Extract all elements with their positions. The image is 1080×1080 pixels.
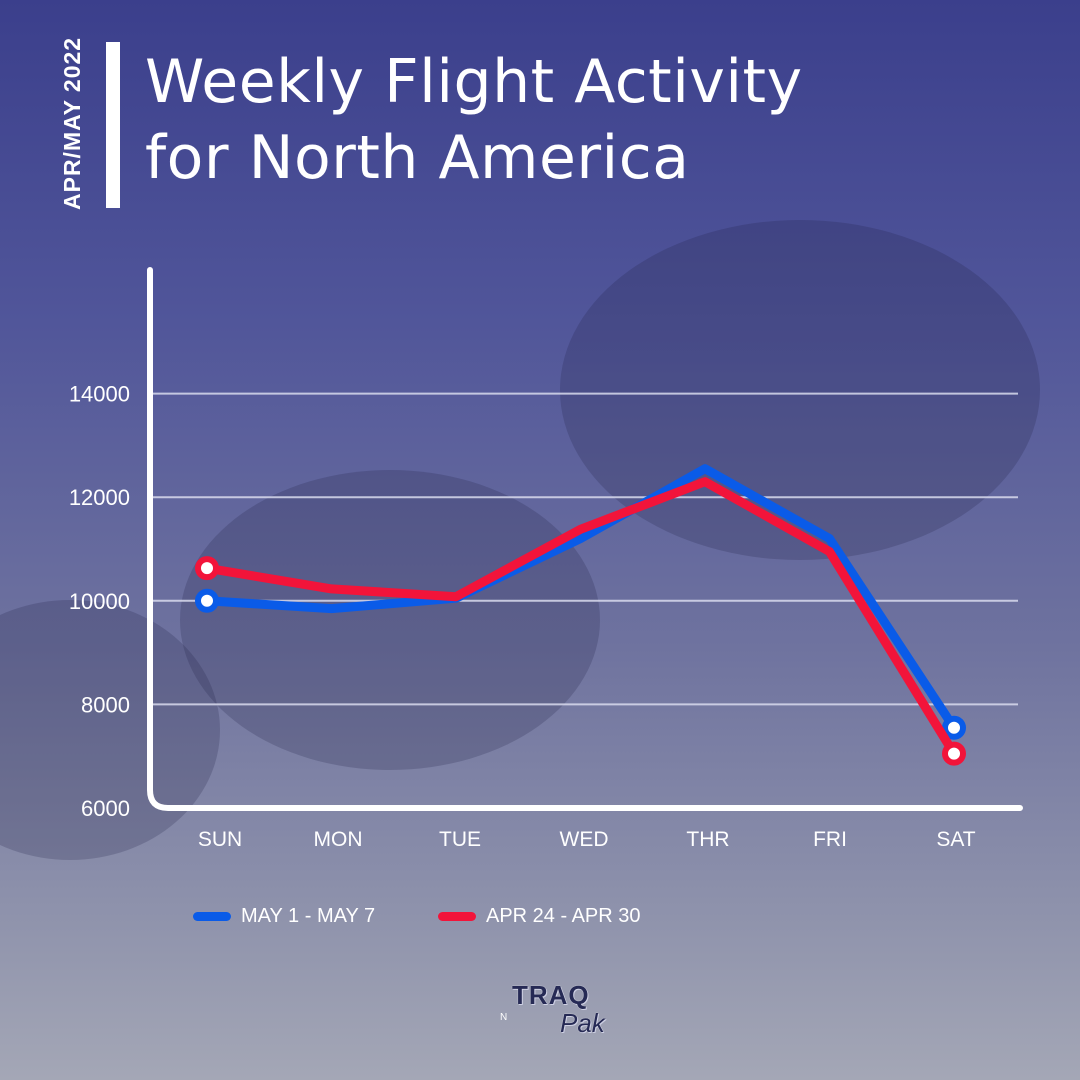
title-line-1: Weekly Flight Activity (145, 47, 803, 117)
x-tick-label: MON (314, 828, 363, 851)
traqpak-logo: TRAQ N Pak (492, 980, 622, 1040)
logo-text-traq: TRAQ (512, 980, 590, 1010)
legend-label-may: MAY 1 - MAY 7 (241, 904, 376, 927)
legend-label-apr: APR 24 - APR 30 (486, 904, 641, 927)
y-tick-label: 12000 (69, 485, 130, 510)
y-tick-label: 8000 (81, 692, 130, 717)
y-tick-label: 6000 (81, 796, 130, 821)
background-photo-shape (180, 470, 600, 770)
data-point (942, 715, 966, 740)
y-tick-label: 10000 (69, 589, 130, 614)
chart-axis (147, 267, 1023, 811)
x-tick-label: WED (560, 828, 609, 851)
series-line-may (202, 464, 959, 733)
y-tick-label: 14000 (69, 382, 130, 407)
x-tick-label: SAT (936, 828, 975, 851)
title-accent-bar (106, 42, 120, 208)
series-line-apr (202, 477, 959, 759)
data-point (195, 588, 219, 613)
legend-item-may: MAY 1 - MAY 7 (193, 900, 375, 932)
logo-text-pak: Pak (560, 1008, 605, 1038)
x-tick-label: FRI (813, 828, 847, 851)
x-tick-label: TUE (439, 828, 481, 851)
x-tick-label: THR (686, 828, 729, 851)
x-tick-label: SUN (198, 828, 242, 851)
legend-swatch-may (193, 911, 231, 921)
title-line-2: for North America (145, 123, 690, 193)
page-title: Weekly Flight Activity for North America (145, 44, 1045, 196)
legend-swatch-apr (438, 911, 476, 921)
data-point (195, 556, 219, 581)
legend-item-apr: APR 24 - APR 30 (438, 900, 641, 932)
data-point (942, 741, 966, 766)
logo-mark-n: N (500, 1012, 508, 1023)
